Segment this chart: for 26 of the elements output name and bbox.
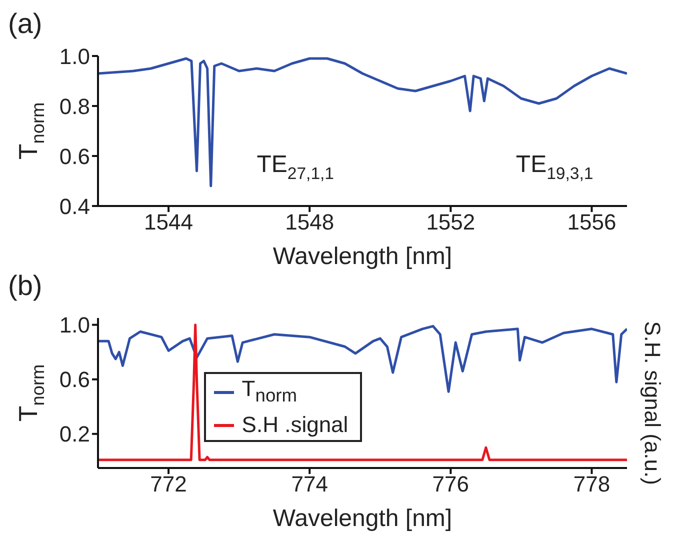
x-axis-title: Wavelength [nm]	[272, 505, 452, 532]
x-tick-label: 1548	[285, 210, 334, 235]
x-tick-label: 776	[432, 472, 470, 497]
line-series	[98, 57, 627, 188]
x-axis-title: Wavelength [nm]	[272, 243, 452, 270]
x-tick-label: 1552	[426, 210, 476, 235]
y-tick-label: 0.4	[59, 194, 90, 219]
annotation: TE$_{27,1,1}$	[256, 150, 334, 183]
legend-label: T$_{norm}$	[242, 375, 298, 408]
y-tick-label: 0.6	[59, 367, 90, 392]
x-tick-label: 778	[573, 472, 610, 497]
y2-axis-title: S.H. signal (a.u.)	[640, 321, 666, 485]
chart-title: (b)	[8, 270, 42, 302]
chart-title: (a)	[8, 8, 42, 40]
y-tick-label: 0.6	[59, 144, 90, 169]
y-tick-label: 0.2	[59, 422, 90, 447]
y-tick-label: 1.0	[59, 44, 90, 69]
y-tick-label: 0.8	[59, 94, 90, 119]
annotation: TE$_{19,3,1}$	[516, 150, 594, 183]
legend-label: S.H .signal	[242, 411, 348, 440]
x-tick-label: 772	[150, 472, 187, 497]
y-tick-label: 1.0	[59, 312, 90, 338]
x-tick-label: 1544	[144, 210, 194, 235]
x-tick-label: 1556	[567, 210, 616, 235]
x-tick-label: 774	[291, 472, 328, 497]
line-series	[98, 324, 627, 462]
